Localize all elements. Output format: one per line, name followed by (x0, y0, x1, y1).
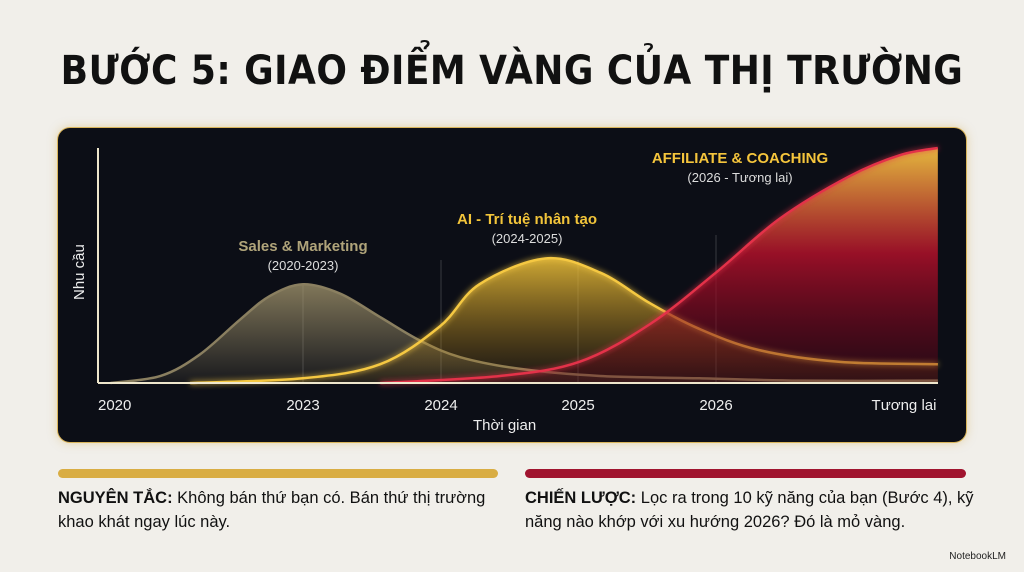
principle-bar (58, 469, 498, 478)
principle-note: NGUYÊN TẮC: Không bán thứ bạn có. Bán th… (58, 486, 498, 534)
page-title: BƯỚC 5: GIAO ĐIỂM VÀNG CỦA THỊ TRƯỜNG (60, 48, 964, 94)
series-name-label: AFFILIATE & COACHING (652, 150, 828, 167)
brand-logo: NotebookLM (949, 551, 1006, 562)
series-area (110, 284, 938, 383)
series-name-label: Sales & Marketing (238, 238, 367, 255)
series-period-label: (2024-2025) (492, 231, 563, 246)
x-tick-label: 2025 (561, 397, 594, 414)
x-tick-label: 2026 (699, 397, 732, 414)
series-period-label: (2020-2023) (268, 258, 339, 273)
x-tick-label: 2020 (98, 397, 131, 414)
x-tick-label: 2024 (424, 397, 457, 414)
strategy-text: Lọc ra trong 10 kỹ năng của bạn (Bước 4)… (525, 489, 974, 531)
x-tick-label: Tương lai (872, 397, 937, 414)
strategy-note: CHIẾN LƯỢC: Lọc ra trong 10 kỹ năng của … (525, 486, 975, 534)
strategy-bar (525, 469, 966, 478)
strategy-label: CHIẾN LƯỢC: (525, 489, 637, 507)
principle-label: NGUYÊN TẮC: (58, 489, 173, 507)
x-axis-label: Thời gian (473, 417, 536, 434)
y-axis-label: Nhu cầu (71, 244, 88, 300)
series-name-label: AI - Trí tuệ nhân tạo (457, 211, 597, 228)
series-line (380, 146, 939, 385)
principle-text: Không bán thứ bạn có. Bán thứ thị trường… (58, 489, 486, 531)
series-period-label: (2026 - Tương lai) (687, 170, 792, 185)
x-tick-label: 2023 (286, 397, 319, 414)
